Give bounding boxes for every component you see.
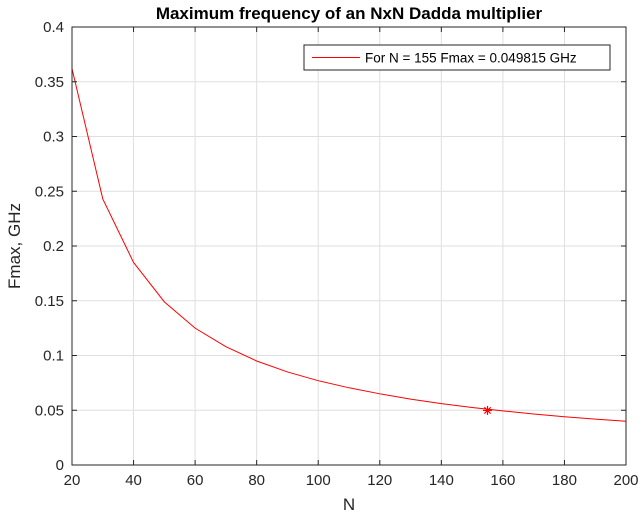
x-tick-label: 60	[187, 472, 204, 489]
y-tick-label: 0.2	[43, 238, 64, 255]
x-tick-label: 180	[552, 472, 577, 489]
x-tick-label: 140	[429, 472, 454, 489]
series-layer	[71, 68, 627, 422]
x-tick-label: 40	[125, 472, 142, 489]
x-tick-label: 120	[367, 472, 392, 489]
y-tick-label: 0.05	[35, 402, 64, 419]
y-axis-label: Fmax, GHz	[5, 203, 24, 289]
chart-title: Maximum frequency of an NxN Dadda multip…	[156, 4, 543, 23]
ticks: 20 40 60 80 100 120 140 160 180 200 0 0.05 0.1 0.15 0.…	[35, 19, 639, 489]
series-line	[71, 68, 627, 422]
x-tick-label: 80	[248, 472, 265, 489]
x-axis-label: N	[343, 495, 355, 514]
highlight-marker	[483, 405, 492, 415]
x-tick-label: 160	[490, 472, 515, 489]
y-tick-label: 0	[56, 457, 64, 474]
legend: For N = 155 Fmax = 0.049815 GHz	[303, 44, 611, 71]
y-tick-label: 0.3	[43, 129, 64, 146]
y-tick-label: 0.15	[35, 293, 64, 310]
y-tick-label: 0.1	[43, 348, 64, 365]
x-tick-label: 100	[306, 472, 331, 489]
x-tick-label: 20	[64, 472, 81, 489]
y-tick-label: 0.4	[43, 19, 64, 36]
x-tick-label: 200	[613, 472, 638, 489]
legend-entry: For N = 155 Fmax = 0.049815 GHz	[365, 51, 577, 66]
y-tick-label: 0.25	[35, 183, 64, 200]
y-tick-label: 0.35	[35, 74, 64, 91]
marker-stroke	[483, 406, 492, 415]
